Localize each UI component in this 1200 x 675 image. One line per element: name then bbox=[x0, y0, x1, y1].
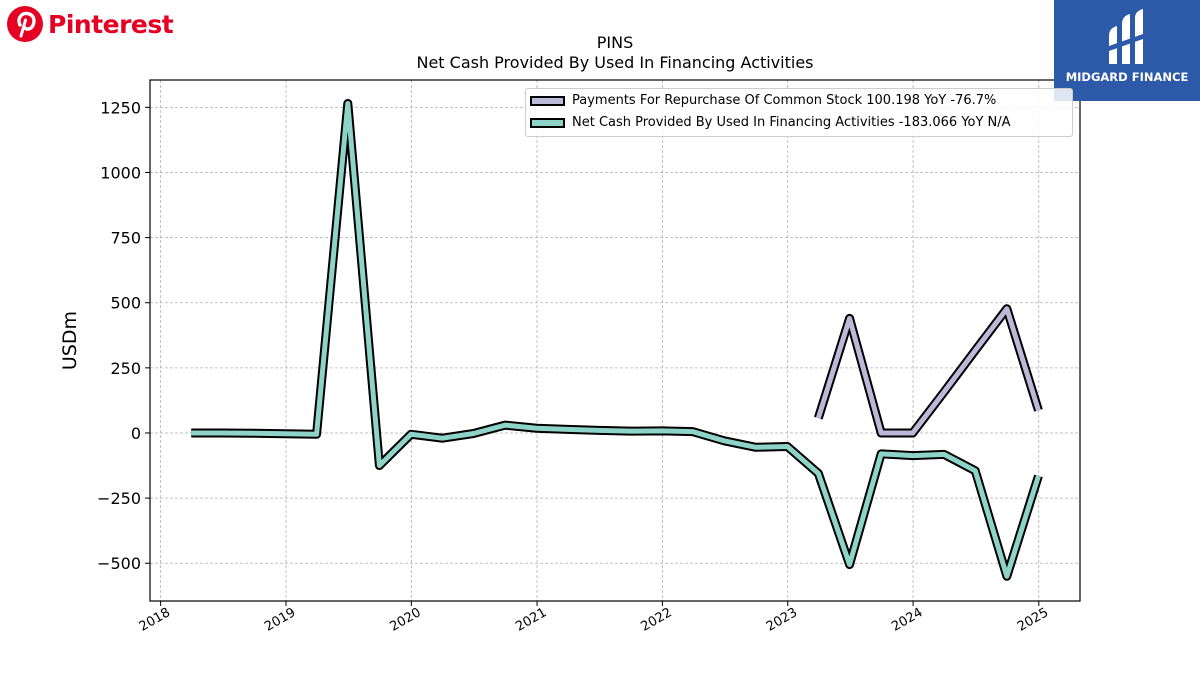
legend-item-financing: Net Cash Provided By Used In Financing A… bbox=[530, 115, 1011, 130]
brand-logo: Pinterest bbox=[6, 5, 174, 43]
y-tick-label: 0 bbox=[131, 424, 141, 443]
x-tick-label: 2018 bbox=[137, 605, 173, 635]
midgard-finance-name: MIDGARD FINANCE bbox=[1065, 70, 1189, 84]
x-tick-label: 2024 bbox=[889, 605, 925, 635]
y-tick-label: 250 bbox=[110, 359, 141, 378]
y-tick-label: 500 bbox=[110, 294, 141, 313]
x-tick-label: 2020 bbox=[388, 605, 424, 635]
y-tick-label: 1000 bbox=[100, 163, 141, 182]
midgard-finance-watermark: MIDGARD FINANCE bbox=[1054, 0, 1200, 101]
legend-swatch-repurchase bbox=[530, 95, 565, 106]
legend-item-repurchase: Payments For Repurchase Of Common Stock … bbox=[530, 93, 996, 108]
x-tick-label: 2021 bbox=[513, 605, 549, 635]
legend-label-financing: Net Cash Provided By Used In Financing A… bbox=[572, 115, 1011, 130]
x-tick-label: 2025 bbox=[1015, 605, 1051, 635]
legend-swatch-financing bbox=[530, 117, 565, 128]
legend: Payments For Repurchase Of Common Stock … bbox=[525, 88, 1073, 137]
series-outline-financing bbox=[191, 98, 1043, 581]
midgard-logo-icon bbox=[1109, 9, 1143, 64]
y-tick-label: 1250 bbox=[100, 98, 141, 117]
axis-ticks: −500 −250 0 250 500 750 1000 1250 2018 2019 2020 20… bbox=[97, 98, 1051, 634]
chart-title: PINS bbox=[596, 33, 634, 52]
plot-area-frame bbox=[149, 79, 1081, 602]
y-tick-label: 750 bbox=[110, 229, 141, 248]
x-tick-label: 2022 bbox=[639, 605, 675, 635]
x-tick-label: 2019 bbox=[262, 605, 298, 635]
x-tick-label: 2023 bbox=[764, 605, 800, 635]
series-line-financing bbox=[191, 100, 1041, 579]
series-line-repurchase bbox=[815, 306, 1041, 436]
grid bbox=[150, 80, 1080, 601]
chart-subtitle: Net Cash Provided By Used In Financing A… bbox=[416, 53, 814, 72]
legend-label-repurchase: Payments For Repurchase Of Common Stock … bbox=[572, 93, 997, 108]
y-tick-label: −250 bbox=[97, 489, 141, 508]
series-lines bbox=[191, 98, 1043, 581]
y-tick-label: −500 bbox=[97, 554, 141, 573]
brand-name: Pinterest bbox=[48, 9, 174, 39]
y-axis-label: USDm bbox=[59, 311, 81, 370]
pinterest-logo-icon bbox=[7, 6, 43, 42]
